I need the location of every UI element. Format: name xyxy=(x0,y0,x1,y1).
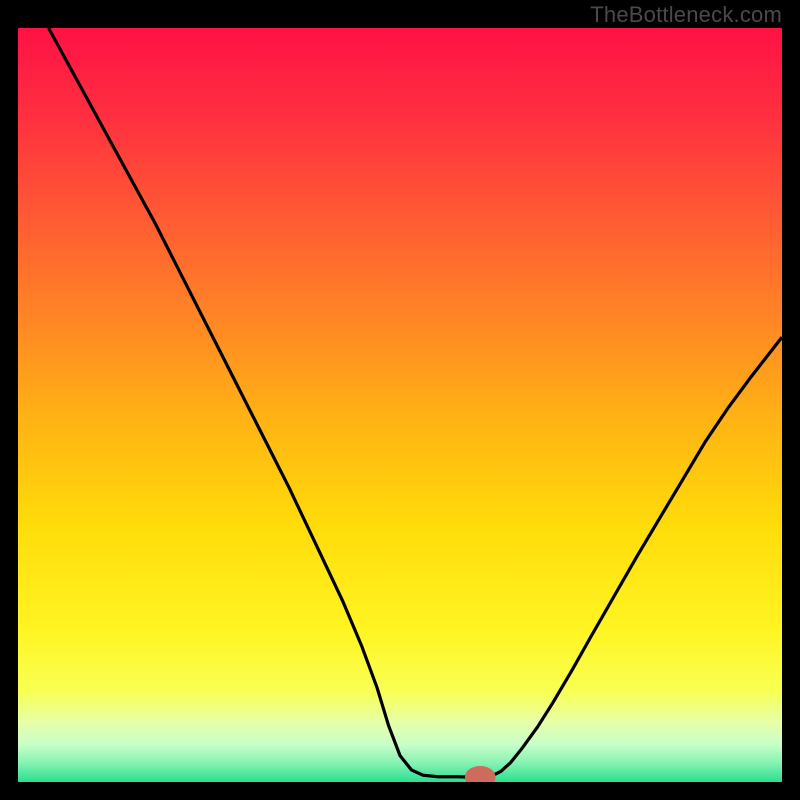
plot-area xyxy=(18,28,782,782)
watermark-text: TheBottleneck.com xyxy=(590,2,782,28)
gradient-background xyxy=(18,28,782,782)
bottleneck-line-chart xyxy=(18,28,782,782)
optimal-point-marker xyxy=(469,770,492,782)
chart-frame: TheBottleneck.com xyxy=(0,0,800,800)
